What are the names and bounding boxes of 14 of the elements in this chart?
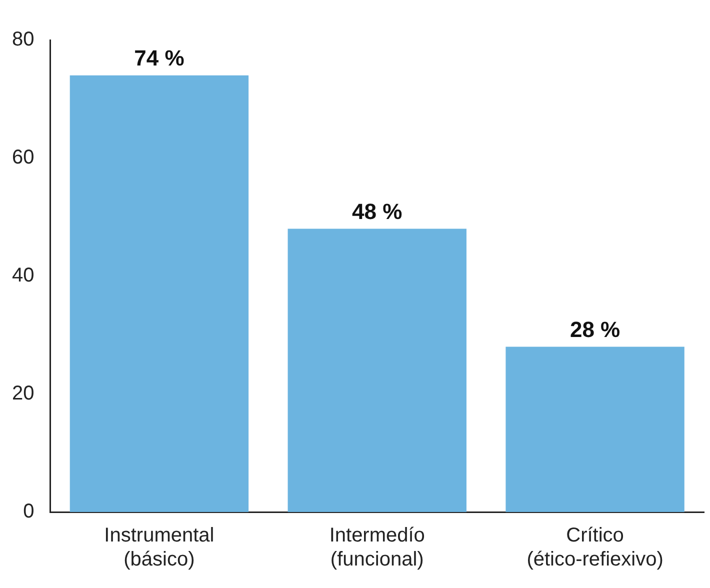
data-label: 28 %: [570, 316, 620, 342]
bar: [288, 228, 466, 512]
y-tick-label: 20: [12, 382, 34, 405]
y-tick-label: 40: [12, 264, 34, 287]
bar: [70, 75, 249, 512]
data-label: 74 %: [134, 45, 184, 70]
y-tick-label: 80: [12, 28, 34, 51]
y-tick-label: 60: [12, 146, 34, 169]
x-tick-label: Instrumental (básico): [104, 524, 214, 571]
x-tick-label: Intermedío (funcional): [329, 524, 425, 571]
x-tick-label: Crítico (ético-refiexivo): [526, 524, 664, 571]
data-label: 48 %: [352, 198, 402, 224]
y-tick-label: 0: [23, 500, 34, 523]
bar: [506, 346, 684, 512]
